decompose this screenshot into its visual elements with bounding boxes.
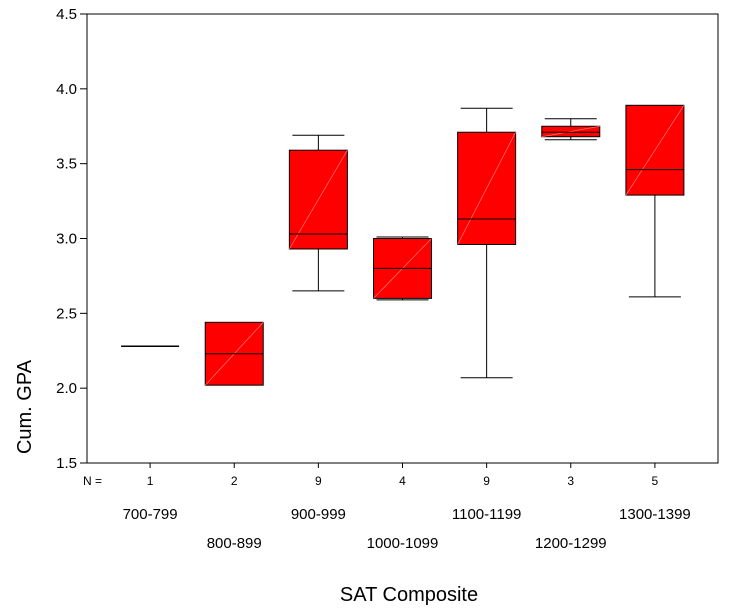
x-category-label-5: 1100-1199 <box>452 506 522 523</box>
box-diagonal-5 <box>457 132 516 245</box>
box-diagonal-3 <box>289 149 348 250</box>
box-diagonal-7 <box>625 105 685 196</box>
n-count-label-3: 9 <box>315 474 322 488</box>
n-count-label-5: 9 <box>483 474 490 488</box>
y-tick-label-6: 4.5 <box>56 6 77 23</box>
x-category-label-4: 1000-1099 <box>367 535 439 552</box>
n-count-label-1: 1 <box>147 474 154 488</box>
y-tick-label-2: 2.5 <box>56 305 77 322</box>
x-category-label-2: 800-899 <box>207 535 262 552</box>
x-axis-title: SAT Composite <box>340 584 478 606</box>
n-count-label-4: 4 <box>399 474 406 488</box>
y-tick-label-5: 4.0 <box>56 81 77 98</box>
y-tick-label-1: 2.0 <box>56 380 77 397</box>
n-count-label-2: 2 <box>231 474 238 488</box>
x-category-label-7: 1300-1399 <box>619 506 691 523</box>
y-axis-title: Cum. GPA <box>14 359 36 454</box>
x-category-label-1: 700-799 <box>123 506 178 523</box>
n-prefix-label: N = <box>83 474 102 488</box>
n-count-label-6: 3 <box>567 474 574 488</box>
x-category-label-3: 900-999 <box>291 506 346 523</box>
y-tick-label-4: 3.5 <box>56 156 77 173</box>
n-count-label-7: 5 <box>652 474 659 488</box>
x-category-label-6: 1200-1299 <box>535 535 607 552</box>
y-tick-label-3: 3.0 <box>56 231 77 248</box>
box-diagonal-6 <box>541 125 600 138</box>
y-tick-label-0: 1.5 <box>56 455 77 472</box>
